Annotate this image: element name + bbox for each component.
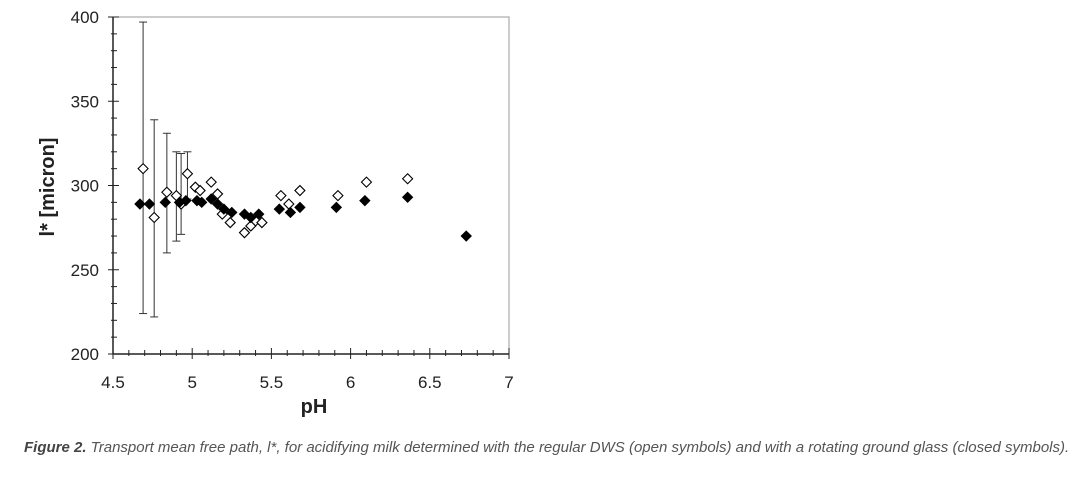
y-tick-label: 350 <box>71 92 99 111</box>
open-diamond-point-8 <box>205 176 217 188</box>
filled-diamond-point-20 <box>460 230 472 242</box>
x-axis-label: pH <box>301 396 328 418</box>
y-tick-label: 300 <box>71 177 99 196</box>
plot-frame <box>112 16 510 355</box>
open-diamond-point-12 <box>238 226 251 239</box>
open-diamond-point-7 <box>194 184 206 197</box>
open-diamond-point-5 <box>181 167 194 180</box>
x-tick-label: 5.5 <box>260 373 284 392</box>
filled-diamond-point-0 <box>134 198 146 210</box>
x-tick-label: 6 <box>346 373 355 392</box>
y-axis-label: l* [micron] <box>37 138 59 237</box>
open-diamond-point-11 <box>224 216 236 229</box>
figure-caption-text: Transport mean free path, l*, for acidif… <box>86 439 1070 456</box>
filled-diamond-point-17 <box>330 201 343 214</box>
axes: 200 250 300 350 400 4.5 5 5.5 6 6.5 7 <box>71 8 514 392</box>
open-diamond-point-2 <box>161 186 173 199</box>
filled-diamond-point-2 <box>159 196 171 209</box>
filled-diamond-point-4 <box>180 194 192 207</box>
error-bars <box>139 21 192 318</box>
filled-diamond-point-1 <box>143 198 156 210</box>
filled-diamond-point-14 <box>273 203 286 215</box>
filled-diamond-point-12 <box>245 211 257 224</box>
filled-diamond-point-8 <box>211 198 224 210</box>
filled-diamond-point-15 <box>284 206 297 219</box>
filled-diamond-point-13 <box>253 208 265 220</box>
filled-diamond-point-16 <box>294 201 306 214</box>
filled-diamond-point-10 <box>226 206 238 219</box>
data-points <box>134 162 472 242</box>
open-diamond-point-21 <box>401 172 414 185</box>
x-tick-label: 4.5 <box>101 373 125 392</box>
y-tick-label: 400 <box>71 8 99 27</box>
open-diamond-point-16 <box>275 189 287 202</box>
open-diamond-point-20 <box>360 176 373 188</box>
filled-diamond-point-19 <box>401 191 414 204</box>
open-diamond-point-0 <box>137 162 149 175</box>
filled-diamond-point-6 <box>195 196 208 209</box>
open-diamond-point-19 <box>332 189 344 202</box>
open-diamond-point-17 <box>283 198 295 210</box>
y-tick-label: 200 <box>71 345 99 364</box>
filled-diamond-point-9 <box>218 203 230 215</box>
y-tick-label: 250 <box>71 261 99 280</box>
plot-area <box>112 16 510 355</box>
filled-diamond-point-7 <box>205 193 217 205</box>
x-tick-label: 7 <box>504 373 513 392</box>
figure-caption: Figure 2. Transport mean free path, l*, … <box>24 436 1074 460</box>
x-tick-label: 6.5 <box>418 373 442 392</box>
open-diamond-point-1 <box>148 211 160 224</box>
filled-diamond-point-18 <box>359 194 371 207</box>
open-diamond-point-18 <box>294 184 306 197</box>
x-tick-label: 5 <box>187 373 196 392</box>
figure-caption-label: Figure 2. <box>24 439 87 456</box>
open-diamond-point-15 <box>256 216 268 229</box>
